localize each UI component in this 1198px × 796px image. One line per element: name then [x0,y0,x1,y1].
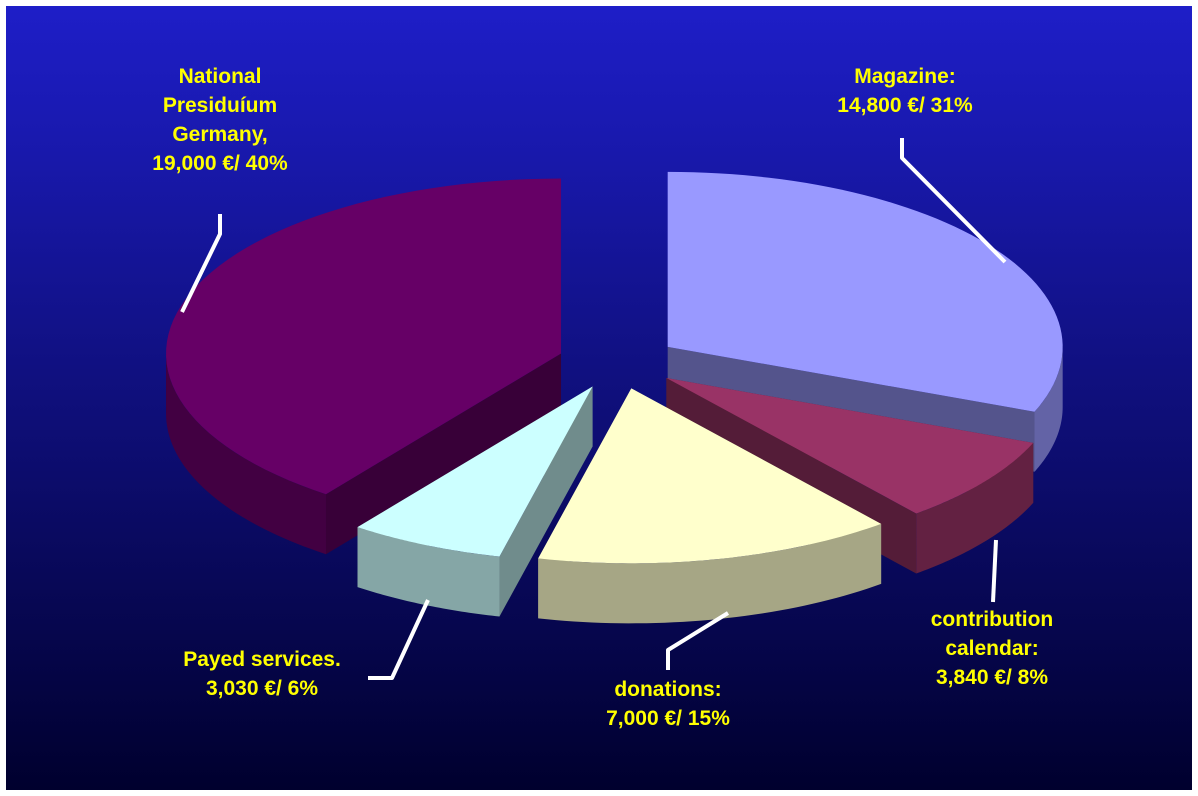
slice [357,386,593,617]
value-label: 7,000 €/ 15% [606,707,730,730]
leader-line [900,138,1007,264]
slice-side [916,442,1034,574]
category-label: Payed services. [183,648,341,671]
leader-line [368,599,430,680]
slice-top [166,178,562,495]
slice-label: contribution calendar: 3,840 €/ 8% [902,605,1082,692]
slice-side [357,527,500,617]
value-label: 14,800 €/ 31% [837,94,973,117]
leader-line [666,611,730,670]
value-label: 3,030 €/ 6% [205,677,319,700]
category-label: donations: [614,678,722,701]
leader-lines [180,138,1007,680]
category-label: Magazine: [854,65,956,88]
category-label: contribution calendar: [930,608,1054,660]
leader-line [180,214,222,313]
slice-label: Payed services. 3,030 €/ 6% [152,645,372,703]
slice-label: Magazine: 14,800 €/ 31% [805,62,1005,120]
slice-side [1034,346,1063,472]
slice [166,178,562,555]
slice-top [666,377,1034,514]
slice-side [538,523,882,624]
slice-side [325,353,562,555]
slice-top [357,386,593,557]
pie [166,171,1063,624]
slice-top [667,171,1063,412]
value-label: 3,840 €/ 8% [935,666,1049,689]
leader-line [991,539,998,603]
slice [538,388,882,624]
slice-label: donations: 7,000 €/ 15% [568,675,768,733]
slice-top [538,388,882,564]
value-label: 19,000 €/ 40% [152,152,288,175]
slice-side [166,353,326,555]
category-label: National Presiduíum Germany, [162,65,278,146]
slice-label: National Presiduíum Germany, 19,000 €/ 40… [135,62,305,178]
